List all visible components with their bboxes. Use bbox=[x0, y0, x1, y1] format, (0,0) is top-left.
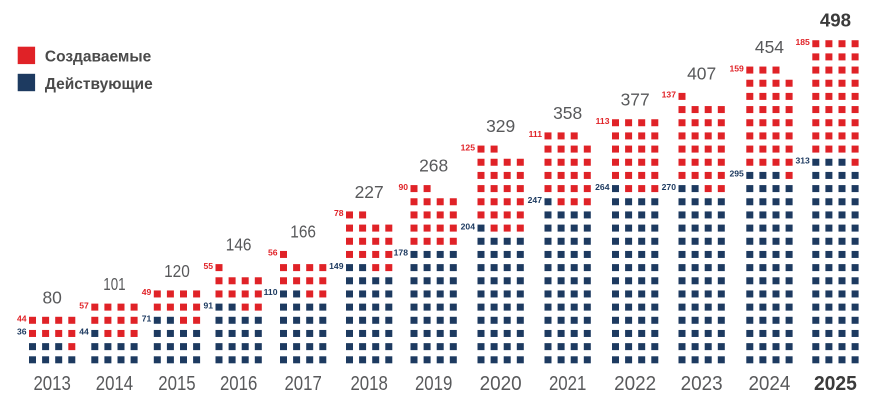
svg-text:Действующие: Действующие bbox=[45, 76, 153, 93]
svg-text:120: 120 bbox=[164, 261, 190, 281]
svg-text:313: 313 bbox=[795, 155, 810, 165]
svg-text:71: 71 bbox=[142, 313, 152, 323]
svg-text:44: 44 bbox=[17, 313, 27, 323]
svg-text:2025: 2025 bbox=[814, 372, 857, 395]
svg-text:91: 91 bbox=[203, 300, 213, 310]
svg-text:56: 56 bbox=[268, 248, 278, 258]
svg-text:358: 358 bbox=[553, 103, 582, 123]
svg-text:377: 377 bbox=[621, 90, 650, 110]
svg-text:166: 166 bbox=[290, 221, 316, 241]
svg-text:2019: 2019 bbox=[415, 372, 452, 395]
svg-text:454: 454 bbox=[755, 37, 784, 57]
svg-text:2021: 2021 bbox=[549, 372, 586, 395]
svg-text:2017: 2017 bbox=[284, 372, 321, 395]
svg-text:110: 110 bbox=[264, 287, 278, 297]
svg-text:264: 264 bbox=[595, 182, 610, 192]
svg-text:2015: 2015 bbox=[158, 372, 195, 395]
svg-text:2022: 2022 bbox=[614, 372, 656, 395]
svg-text:295: 295 bbox=[729, 169, 744, 179]
svg-text:49: 49 bbox=[142, 287, 152, 297]
svg-text:149: 149 bbox=[329, 261, 344, 271]
svg-text:146: 146 bbox=[226, 235, 252, 255]
svg-text:159: 159 bbox=[729, 63, 744, 73]
svg-text:247: 247 bbox=[528, 195, 543, 205]
svg-text:227: 227 bbox=[355, 182, 384, 202]
svg-text:498: 498 bbox=[820, 11, 851, 31]
svg-text:268: 268 bbox=[419, 156, 448, 176]
svg-text:2014: 2014 bbox=[96, 372, 133, 395]
svg-text:2024: 2024 bbox=[748, 372, 790, 395]
svg-text:111: 111 bbox=[529, 129, 543, 139]
svg-text:Создаваемые: Создаваемые bbox=[45, 49, 152, 66]
svg-text:90: 90 bbox=[398, 182, 408, 192]
svg-text:185: 185 bbox=[795, 37, 810, 47]
svg-text:78: 78 bbox=[334, 208, 344, 218]
svg-text:80: 80 bbox=[42, 287, 62, 307]
svg-text:2013: 2013 bbox=[33, 372, 70, 395]
svg-text:55: 55 bbox=[203, 261, 213, 271]
svg-text:178: 178 bbox=[394, 248, 409, 258]
svg-text:2016: 2016 bbox=[220, 372, 257, 395]
svg-text:113: 113 bbox=[596, 116, 610, 126]
svg-text:204: 204 bbox=[461, 221, 476, 231]
svg-text:270: 270 bbox=[662, 182, 677, 192]
svg-text:407: 407 bbox=[687, 63, 716, 83]
svg-text:44: 44 bbox=[79, 327, 89, 337]
svg-text:2023: 2023 bbox=[681, 372, 723, 395]
svg-text:57: 57 bbox=[79, 300, 89, 310]
svg-text:125: 125 bbox=[461, 142, 476, 152]
svg-text:137: 137 bbox=[662, 90, 677, 100]
svg-text:2020: 2020 bbox=[480, 372, 522, 395]
svg-text:36: 36 bbox=[17, 327, 27, 337]
svg-text:101: 101 bbox=[103, 274, 125, 294]
svg-text:329: 329 bbox=[486, 116, 515, 136]
svg-text:2018: 2018 bbox=[350, 372, 387, 395]
